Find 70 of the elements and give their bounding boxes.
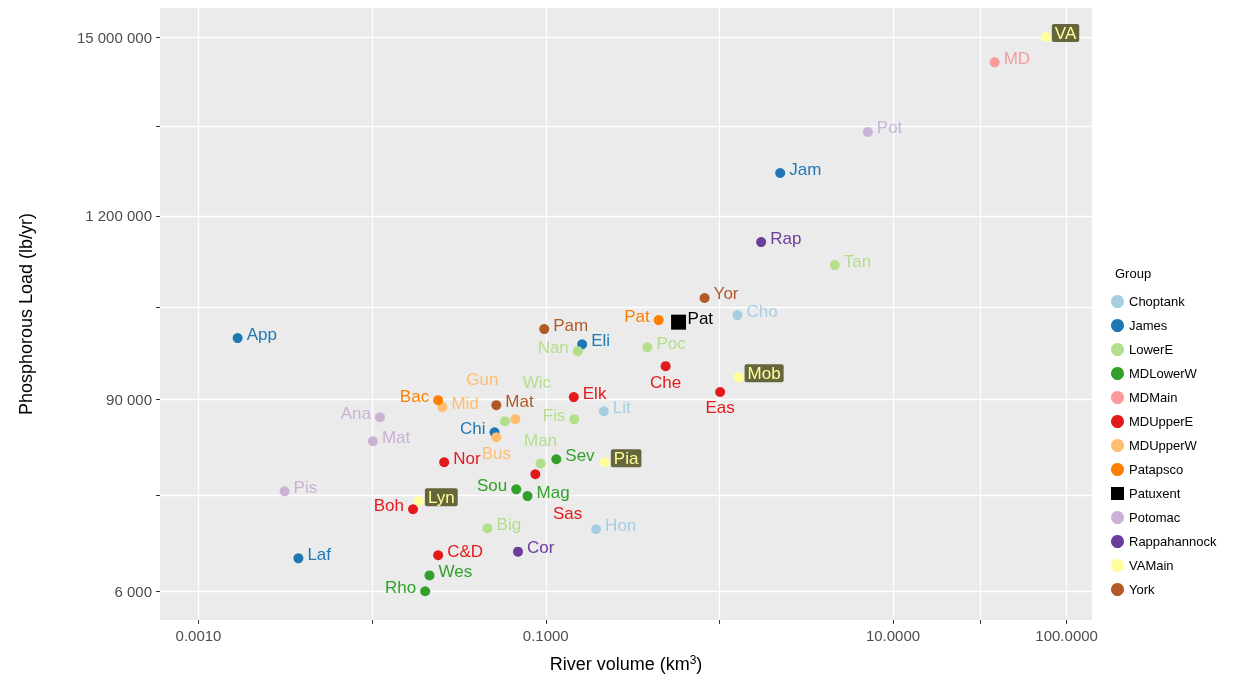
legend-label: Choptank <box>1129 294 1186 309</box>
data-label: Fis <box>542 405 566 425</box>
data-label: Cor <box>526 538 555 558</box>
data-label: Nor <box>453 448 481 468</box>
data-label: Che <box>650 372 682 392</box>
data-label: Mid <box>451 393 479 413</box>
data-label: Tan <box>843 251 872 271</box>
legend-label: James <box>1129 318 1168 333</box>
data-label: Lyn <box>427 487 455 507</box>
data-label: Mob <box>747 363 781 383</box>
data-label: Gun <box>466 370 499 390</box>
data-label: Sas <box>552 503 583 523</box>
legend-label: MDMain <box>1129 390 1178 405</box>
data-label: Eli <box>591 330 611 350</box>
y-axis-title: Phosphorous Load (lb/yr) <box>16 212 36 416</box>
legend-label: Rappahannock <box>1129 534 1217 549</box>
data-label: Rap <box>770 228 802 248</box>
data-label: Ana <box>340 403 372 423</box>
legend-label: Patuxent <box>1129 486 1181 501</box>
x-tick-label: 100.0000 <box>1035 627 1098 644</box>
legend-label: MDUpperE <box>1129 414 1194 429</box>
data-label: VA <box>1054 23 1077 43</box>
data-label: Boh <box>373 495 405 515</box>
data-label: Man <box>523 431 558 451</box>
data-label: Poc <box>656 333 687 353</box>
data-label: Yor <box>713 284 739 304</box>
data-label: App <box>246 324 277 344</box>
legend-label: MDUpperW <box>1129 438 1198 453</box>
data-label: C&D <box>447 541 484 561</box>
legend-label: York <box>1129 582 1156 597</box>
data-label: Wes <box>438 561 473 581</box>
legend-label: LowerE <box>1129 342 1174 357</box>
data-label: Jam <box>789 159 822 179</box>
legend-label: MDLowerW <box>1129 366 1198 381</box>
data-label: MD <box>1003 48 1031 68</box>
data-label: Elk <box>582 383 607 403</box>
data-label: Chi <box>460 418 486 438</box>
x-tick-label: 0.1000 <box>522 627 569 644</box>
data-label: Nan <box>537 337 569 357</box>
legend-label: Patapsco <box>1129 462 1184 477</box>
legend-title: Group <box>1115 266 1152 281</box>
legend-label: VAMain <box>1129 558 1174 573</box>
y-tick-label: 1 200 000 <box>85 207 152 225</box>
data-label: Pia <box>613 448 639 468</box>
data-label: Sev <box>565 445 596 465</box>
data-label: Eas <box>705 398 735 418</box>
data-label: Cho <box>746 301 778 321</box>
data-label: Sou <box>476 475 508 495</box>
data-label: Lit <box>612 397 632 417</box>
data-label: Wic <box>522 372 552 392</box>
y-tick-label: 90 000 <box>106 390 152 408</box>
data-label: Rho <box>384 577 417 597</box>
data-label: Pis <box>293 477 318 497</box>
data-label: Mag <box>536 482 570 502</box>
data-label: Big <box>496 514 522 534</box>
data-label: Pat <box>687 308 714 328</box>
data-label: Laf <box>307 544 332 564</box>
data-label: Mat <box>505 391 534 411</box>
data-label: Pam <box>553 315 589 335</box>
x-tick-label: 10.0000 <box>865 627 921 644</box>
data-label: Bus <box>481 443 511 463</box>
data-label: Pat <box>624 306 650 326</box>
y-tick-label: 15 000 000 <box>76 28 152 46</box>
data-label: Mat <box>381 427 411 447</box>
data-label: Pot <box>876 118 903 138</box>
y-tick-label: 6 000 <box>114 582 152 600</box>
data-label: Hon <box>605 515 637 535</box>
legend-label: Potomac <box>1129 510 1181 525</box>
x-tick-label: 0.0010 <box>175 627 222 644</box>
data-label: Bac <box>399 386 430 406</box>
